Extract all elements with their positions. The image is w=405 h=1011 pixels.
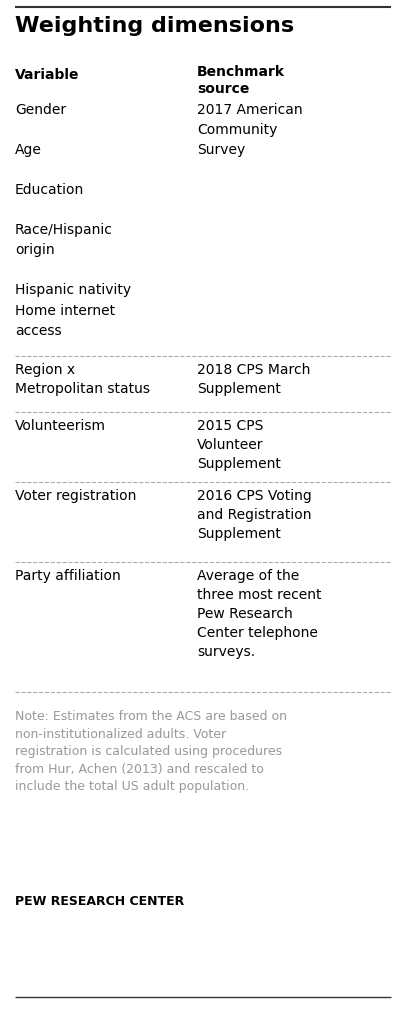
Text: PEW RESEARCH CENTER: PEW RESEARCH CENTER bbox=[15, 894, 184, 907]
Text: Volunteerism: Volunteerism bbox=[15, 419, 106, 433]
Text: Region x
Metropolitan status: Region x Metropolitan status bbox=[15, 363, 149, 395]
Text: Voter registration: Voter registration bbox=[15, 488, 136, 502]
Text: Variable: Variable bbox=[15, 68, 79, 82]
Text: Note: Estimates from the ACS are based on
non-institutionalized adults. Voter
re: Note: Estimates from the ACS are based o… bbox=[15, 710, 286, 793]
Text: Benchmark
source: Benchmark source bbox=[196, 65, 284, 96]
Text: 2018 CPS March
Supplement: 2018 CPS March Supplement bbox=[196, 363, 309, 395]
Text: 2016 CPS Voting
and Registration
Supplement: 2016 CPS Voting and Registration Supplem… bbox=[196, 488, 311, 540]
Text: Party affiliation: Party affiliation bbox=[15, 568, 120, 582]
Text: Weighting dimensions: Weighting dimensions bbox=[15, 16, 293, 36]
Text: 2015 CPS
Volunteer
Supplement: 2015 CPS Volunteer Supplement bbox=[196, 419, 280, 470]
Text: Average of the
three most recent
Pew Research
Center telephone
surveys.: Average of the three most recent Pew Res… bbox=[196, 568, 321, 658]
Text: Gender

Age

Education

Race/Hispanic
origin

Hispanic nativity
Home internet
ac: Gender Age Education Race/Hispanic origi… bbox=[15, 103, 131, 338]
Text: 2017 American
Community
Survey: 2017 American Community Survey bbox=[196, 103, 302, 157]
